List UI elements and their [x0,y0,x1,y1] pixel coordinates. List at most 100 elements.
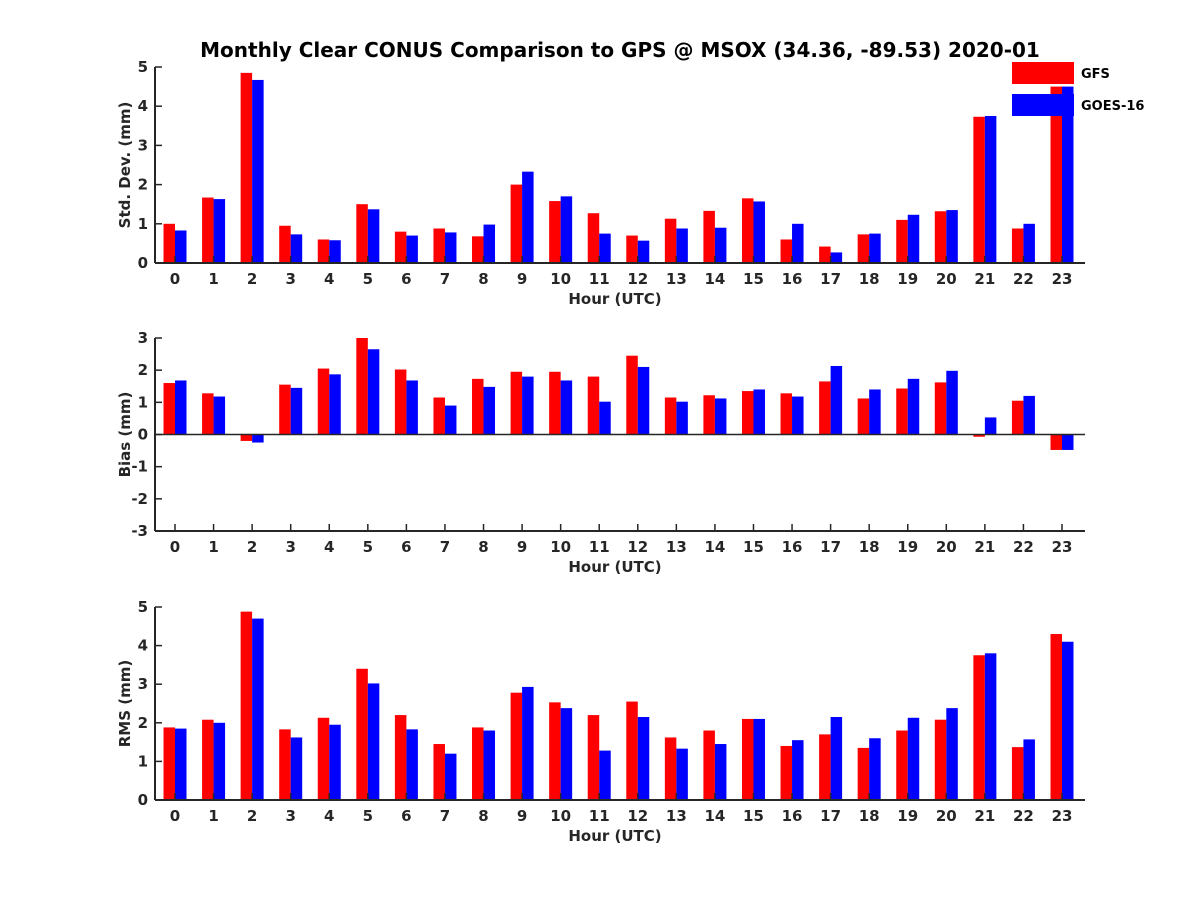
bar-gfs-hour-21 [973,655,985,800]
y-tick-label: 0 [138,426,148,444]
bar-goes-16-hour-19 [907,378,920,435]
bar-gfs-hour-8 [472,236,484,263]
x-tick-label: 8 [478,807,488,825]
legend-swatch-gfs [1012,62,1074,84]
bar-goes-16-hour-17 [830,365,843,435]
x-tick-label: 17 [820,270,841,288]
bar-gfs-hour-22 [1011,400,1024,435]
bar-gfs-hour-10 [549,201,561,263]
bar-gfs-hour-13 [664,218,677,263]
y-tick-label: 1 [138,752,148,770]
x-tick-label: 13 [666,807,687,825]
x-tick-label: 20 [936,807,957,825]
bar-gfs-hour-4 [317,239,330,263]
bar-gfs-hour-17 [819,381,831,435]
bar-goes-16-hour-13 [676,228,688,263]
bar-goes-16-hour-6 [406,729,418,800]
x-tick-label: 15 [743,538,764,556]
x-tick-label: 18 [859,807,880,825]
bar-goes-16-hour-1 [213,722,226,800]
legend: GFS GOES-16 [1012,62,1144,116]
y-tick-label: 1 [138,393,148,411]
y-axis-label: Std. Dev. (mm) [116,102,134,229]
x-tick-label: 0 [170,807,180,825]
x-axis-label: Hour (UTC) [568,827,661,845]
bar-gfs-hour-13 [664,397,677,435]
bar-goes-16-hour-8 [483,224,496,263]
y-axis-label: RMS (mm) [116,660,134,747]
bar-gfs-hour-4 [317,368,330,435]
bar-gfs-hour-12 [626,701,638,800]
x-tick-label: 15 [743,807,764,825]
legend-swatch-goes-16 [1012,94,1074,116]
bar-goes-16-hour-4 [329,374,341,435]
x-tick-label: 2 [247,807,257,825]
y-tick-label: 5 [138,58,148,76]
y-tick-label: 2 [138,361,148,379]
bar-goes-16-hour-6 [406,380,418,435]
x-tick-label: 7 [440,270,450,288]
x-tick-label: 22 [1013,270,1034,288]
legend-label-goes-16: GOES-16 [1081,99,1144,114]
bar-gfs-hour-18 [857,234,870,263]
x-tick-label: 11 [589,270,610,288]
bar-gfs-hour-7 [433,744,445,800]
bar-goes-16-hour-0 [175,380,187,435]
x-tick-label: 23 [1052,807,1073,825]
bar-goes-16-hour-3 [290,387,303,435]
bar-goes-16-hour-21 [984,653,997,800]
x-tick-label: 2 [247,270,257,288]
bar-goes-16-hour-15 [753,201,765,263]
bar-goes-16-hour-3 [290,234,303,263]
bar-goes-16-hour-14 [714,227,727,263]
x-tick-label: 12 [627,270,648,288]
bar-goes-16-hour-9 [522,376,534,435]
y-tick-label: -3 [131,522,148,540]
x-tick-label: 10 [550,807,571,825]
y-tick-label: 2 [138,176,148,194]
x-tick-label: 4 [324,807,334,825]
bar-gfs-hour-6 [394,231,407,263]
bar-gfs-hour-2 [240,434,253,441]
bar-goes-16-hour-2 [252,79,264,263]
bar-gfs-hour-12 [626,355,638,435]
bar-goes-16-hour-9 [522,686,534,800]
x-tick-label: 3 [285,538,295,556]
y-tick-label: 3 [138,329,148,347]
x-tick-label: 7 [440,538,450,556]
bars [163,338,1074,450]
bar-gfs-hour-10 [549,702,561,800]
y-tick-label: 4 [138,637,148,655]
bar-goes-16-hour-15 [753,389,765,435]
bar-goes-16-hour-4 [329,724,341,800]
bar-goes-16-hour-20 [946,210,958,263]
x-tick-label: 4 [324,270,334,288]
bar-goes-16-hour-13 [676,748,688,800]
x-tick-label: 6 [401,807,411,825]
y-tick-label: 0 [138,254,148,272]
bar-goes-16-hour-17 [830,252,843,263]
bars [163,611,1074,800]
bar-goes-16-hour-4 [329,240,341,263]
chart-title: Monthly Clear CONUS Comparison to GPS @ … [200,38,1040,62]
bar-goes-16-hour-7 [444,753,457,800]
x-tick-label: 16 [782,538,803,556]
bar-goes-16-hour-7 [444,232,457,263]
bar-goes-16-hour-8 [483,730,496,800]
bar-goes-16-hour-15 [753,718,765,800]
bar-gfs-hour-20 [934,719,947,800]
x-tick-label: 9 [517,807,527,825]
x-tick-label: 2 [247,538,257,556]
bar-gfs-hour-14 [703,210,715,263]
x-tick-label: 16 [782,270,803,288]
bar-goes-16-hour-11 [599,233,611,263]
x-tick-label: 14 [704,807,725,825]
bar-goes-16-hour-12 [637,240,650,263]
x-tick-label: 21 [974,807,995,825]
bar-gfs-hour-1 [202,197,214,263]
bar-goes-16-hour-18 [869,389,881,435]
